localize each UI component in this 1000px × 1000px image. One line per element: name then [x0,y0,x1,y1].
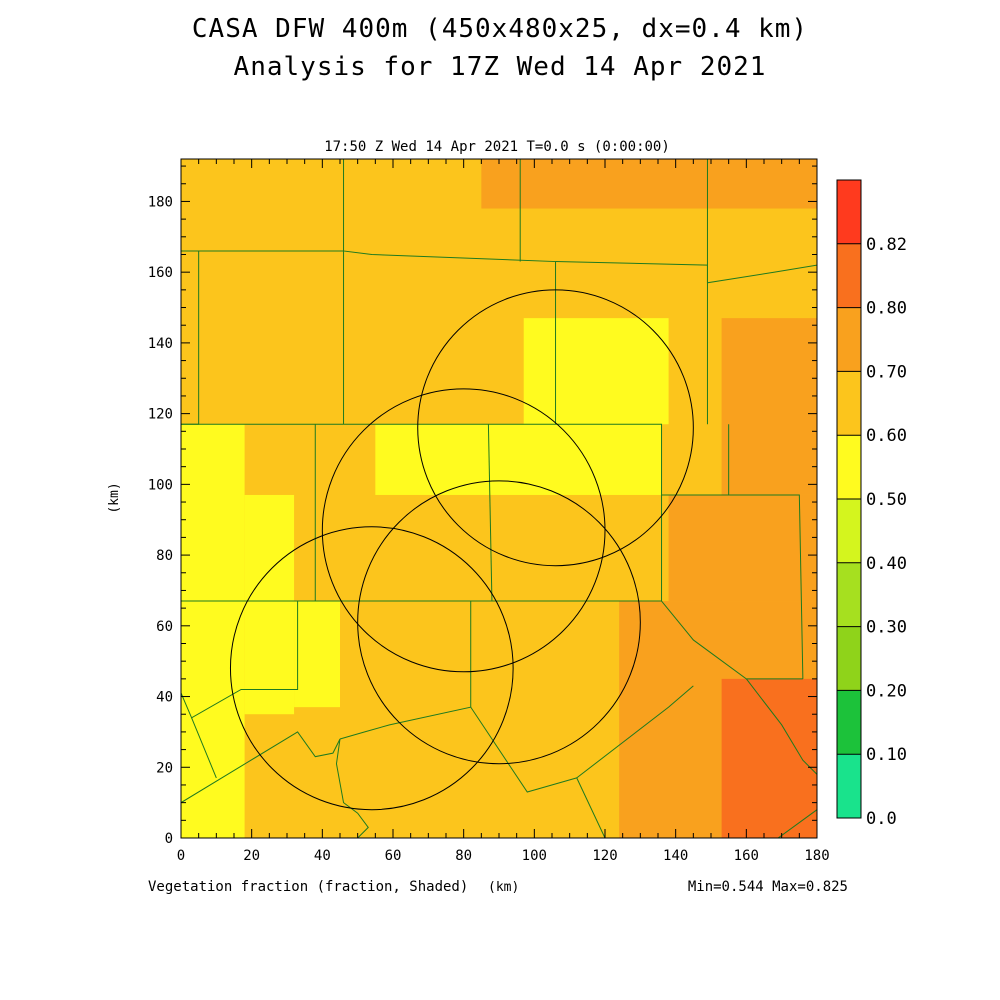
field-label: Vegetation fraction (fraction, Shaded) [148,879,468,895]
x-tick-label: 140 [663,848,688,864]
y-tick-label: 120 [148,407,173,423]
y-tick-label: 40 [156,690,173,706]
county-boundary-19 [777,809,817,838]
x-tick-label: 0 [177,848,185,864]
range-ring-3 [229,526,514,811]
colorbar-label: 0.30 [866,618,907,638]
y-tick-label: 100 [148,477,173,493]
y-tick-label: 140 [148,336,173,352]
range-ring-1 [321,388,606,673]
range-ring-0 [417,289,694,567]
x-axis-label: (km) [488,880,519,895]
county-boundary-8 [487,424,493,602]
x-tick-label: 160 [734,848,759,864]
colorbar: 0.0 0.10 0.20 0.30 0.40 0.50 0.60 0.70 0.80 0.82 [836,179,907,829]
y-axis: 0 20 40 60 80 100 120 140 160 180 [148,165,817,847]
x-tick-label: 80 [455,848,472,864]
shaded-region-1 [481,159,817,209]
colorbar-label: 0.40 [866,554,907,574]
chart-subtitle: Analysis for 17Z Wed 14 Apr 2021 [233,52,767,82]
colorbar-swatch-9 [837,180,861,244]
county-boundary-5 [706,159,817,284]
shaded-region-4 [294,601,340,708]
y-tick-label: 0 [165,831,173,847]
county-boundary-11 [191,717,217,779]
colorbar-swatch-6 [837,371,861,436]
county-boundaries [181,159,817,838]
colorbar-label: 0.50 [866,490,907,510]
colorbar-swatch-4 [837,499,861,563]
colorbar-swatch-0 [837,754,861,818]
shaded-region-3 [244,494,295,715]
range-ring-2 [357,480,641,765]
y-tick-label: 160 [148,265,173,281]
colorbar-label: 0.0 [866,809,897,829]
y-tick-label: 60 [156,619,173,635]
y-tick-label: 180 [148,194,173,210]
shaded-region-5 [375,424,662,495]
shaded-region-6 [523,318,669,425]
county-boundary-16 [661,600,803,680]
colorbar-swatch-7 [837,307,861,372]
plot-header: 17:50 Z Wed 14 Apr 2021 T=0.0 s (0:00:00… [324,139,670,155]
chart-title: CASA DFW 400m (450x480x25, dx=0.4 km) [191,14,809,44]
colorbar-label: 0.82 [866,235,907,255]
county-boundary-17 [728,494,804,679]
colorbar-swatch-5 [837,435,861,499]
county-boundary-2 [343,159,557,425]
colorbar-swatch-3 [837,562,861,627]
colorbar-label: 0.70 [866,362,907,382]
y-axis-label: (km) [107,482,122,513]
colorbar-swatch-2 [837,626,861,691]
colorbar-label: 0.20 [866,681,907,701]
x-tick-label: 100 [522,848,547,864]
x-tick-label: 40 [314,848,331,864]
colorbar-swatch-8 [837,243,861,308]
shaded-region-9 [721,318,817,495]
x-tick-label: 180 [804,848,829,864]
county-boundary-10 [181,601,299,719]
y-tick-label: 20 [156,760,173,776]
x-tick-label: 20 [243,848,260,864]
x-tick-label: 60 [385,848,402,864]
shaded-region-10 [721,678,817,838]
colorbar-label: 0.80 [866,299,907,319]
county-boundary-12 [181,731,341,804]
x-tick-label: 120 [592,848,617,864]
min-max-readout: Min=0.544 Max=0.825 [688,879,848,895]
y-tick-label: 80 [156,548,173,564]
colorbar-label: 0.60 [866,426,907,446]
colorbar-swatch-1 [837,690,861,755]
county-boundary-20 [576,685,694,779]
colorbar-label: 0.10 [866,745,907,765]
radar-range-rings [229,289,694,811]
shaded-region-7 [668,494,817,602]
vegetation-fraction-field [181,159,817,838]
